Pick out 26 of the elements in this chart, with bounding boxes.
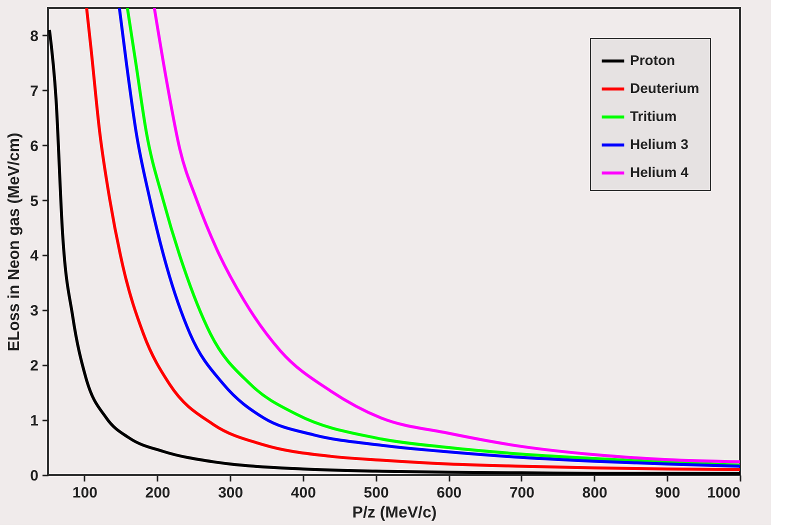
legend-label: Helium 3 [630, 136, 689, 152]
x-tick-label: 1000 [707, 484, 740, 502]
x-axis-title: P/z (MeV/c) [352, 504, 437, 522]
y-tick-label: 1 [30, 412, 38, 430]
x-tick-label: 300 [218, 484, 244, 502]
x-tick-label: 100 [72, 484, 98, 502]
x-tick-label: 600 [436, 484, 462, 502]
x-tick-label: 900 [655, 484, 680, 502]
legend-label: Deuterium [630, 80, 700, 96]
legend-label: Tritium [630, 108, 677, 124]
y-tick-label: 0 [30, 468, 38, 484]
legend-label: Proton [630, 52, 676, 68]
x-tick-label: 800 [582, 484, 608, 502]
y-tick-label: 4 [30, 248, 40, 265]
x-tick-label: 700 [509, 484, 534, 502]
x-tick-label: 500 [364, 484, 389, 502]
y-tick-label: 5 [30, 192, 38, 210]
y-tick-label: 7 [30, 82, 38, 100]
x-tick-label: 200 [145, 484, 170, 502]
y-tick-label: 3 [30, 302, 38, 320]
x-tick-label: 400 [290, 484, 316, 502]
y-tick-label: 2 [30, 358, 38, 375]
y-axis-title: ELoss in Neon gas (MeV/cm) [6, 132, 24, 352]
y-tick-label: 6 [30, 138, 38, 155]
y-tick-label: 8 [30, 28, 38, 45]
legend-label: Helium 4 [630, 164, 689, 180]
